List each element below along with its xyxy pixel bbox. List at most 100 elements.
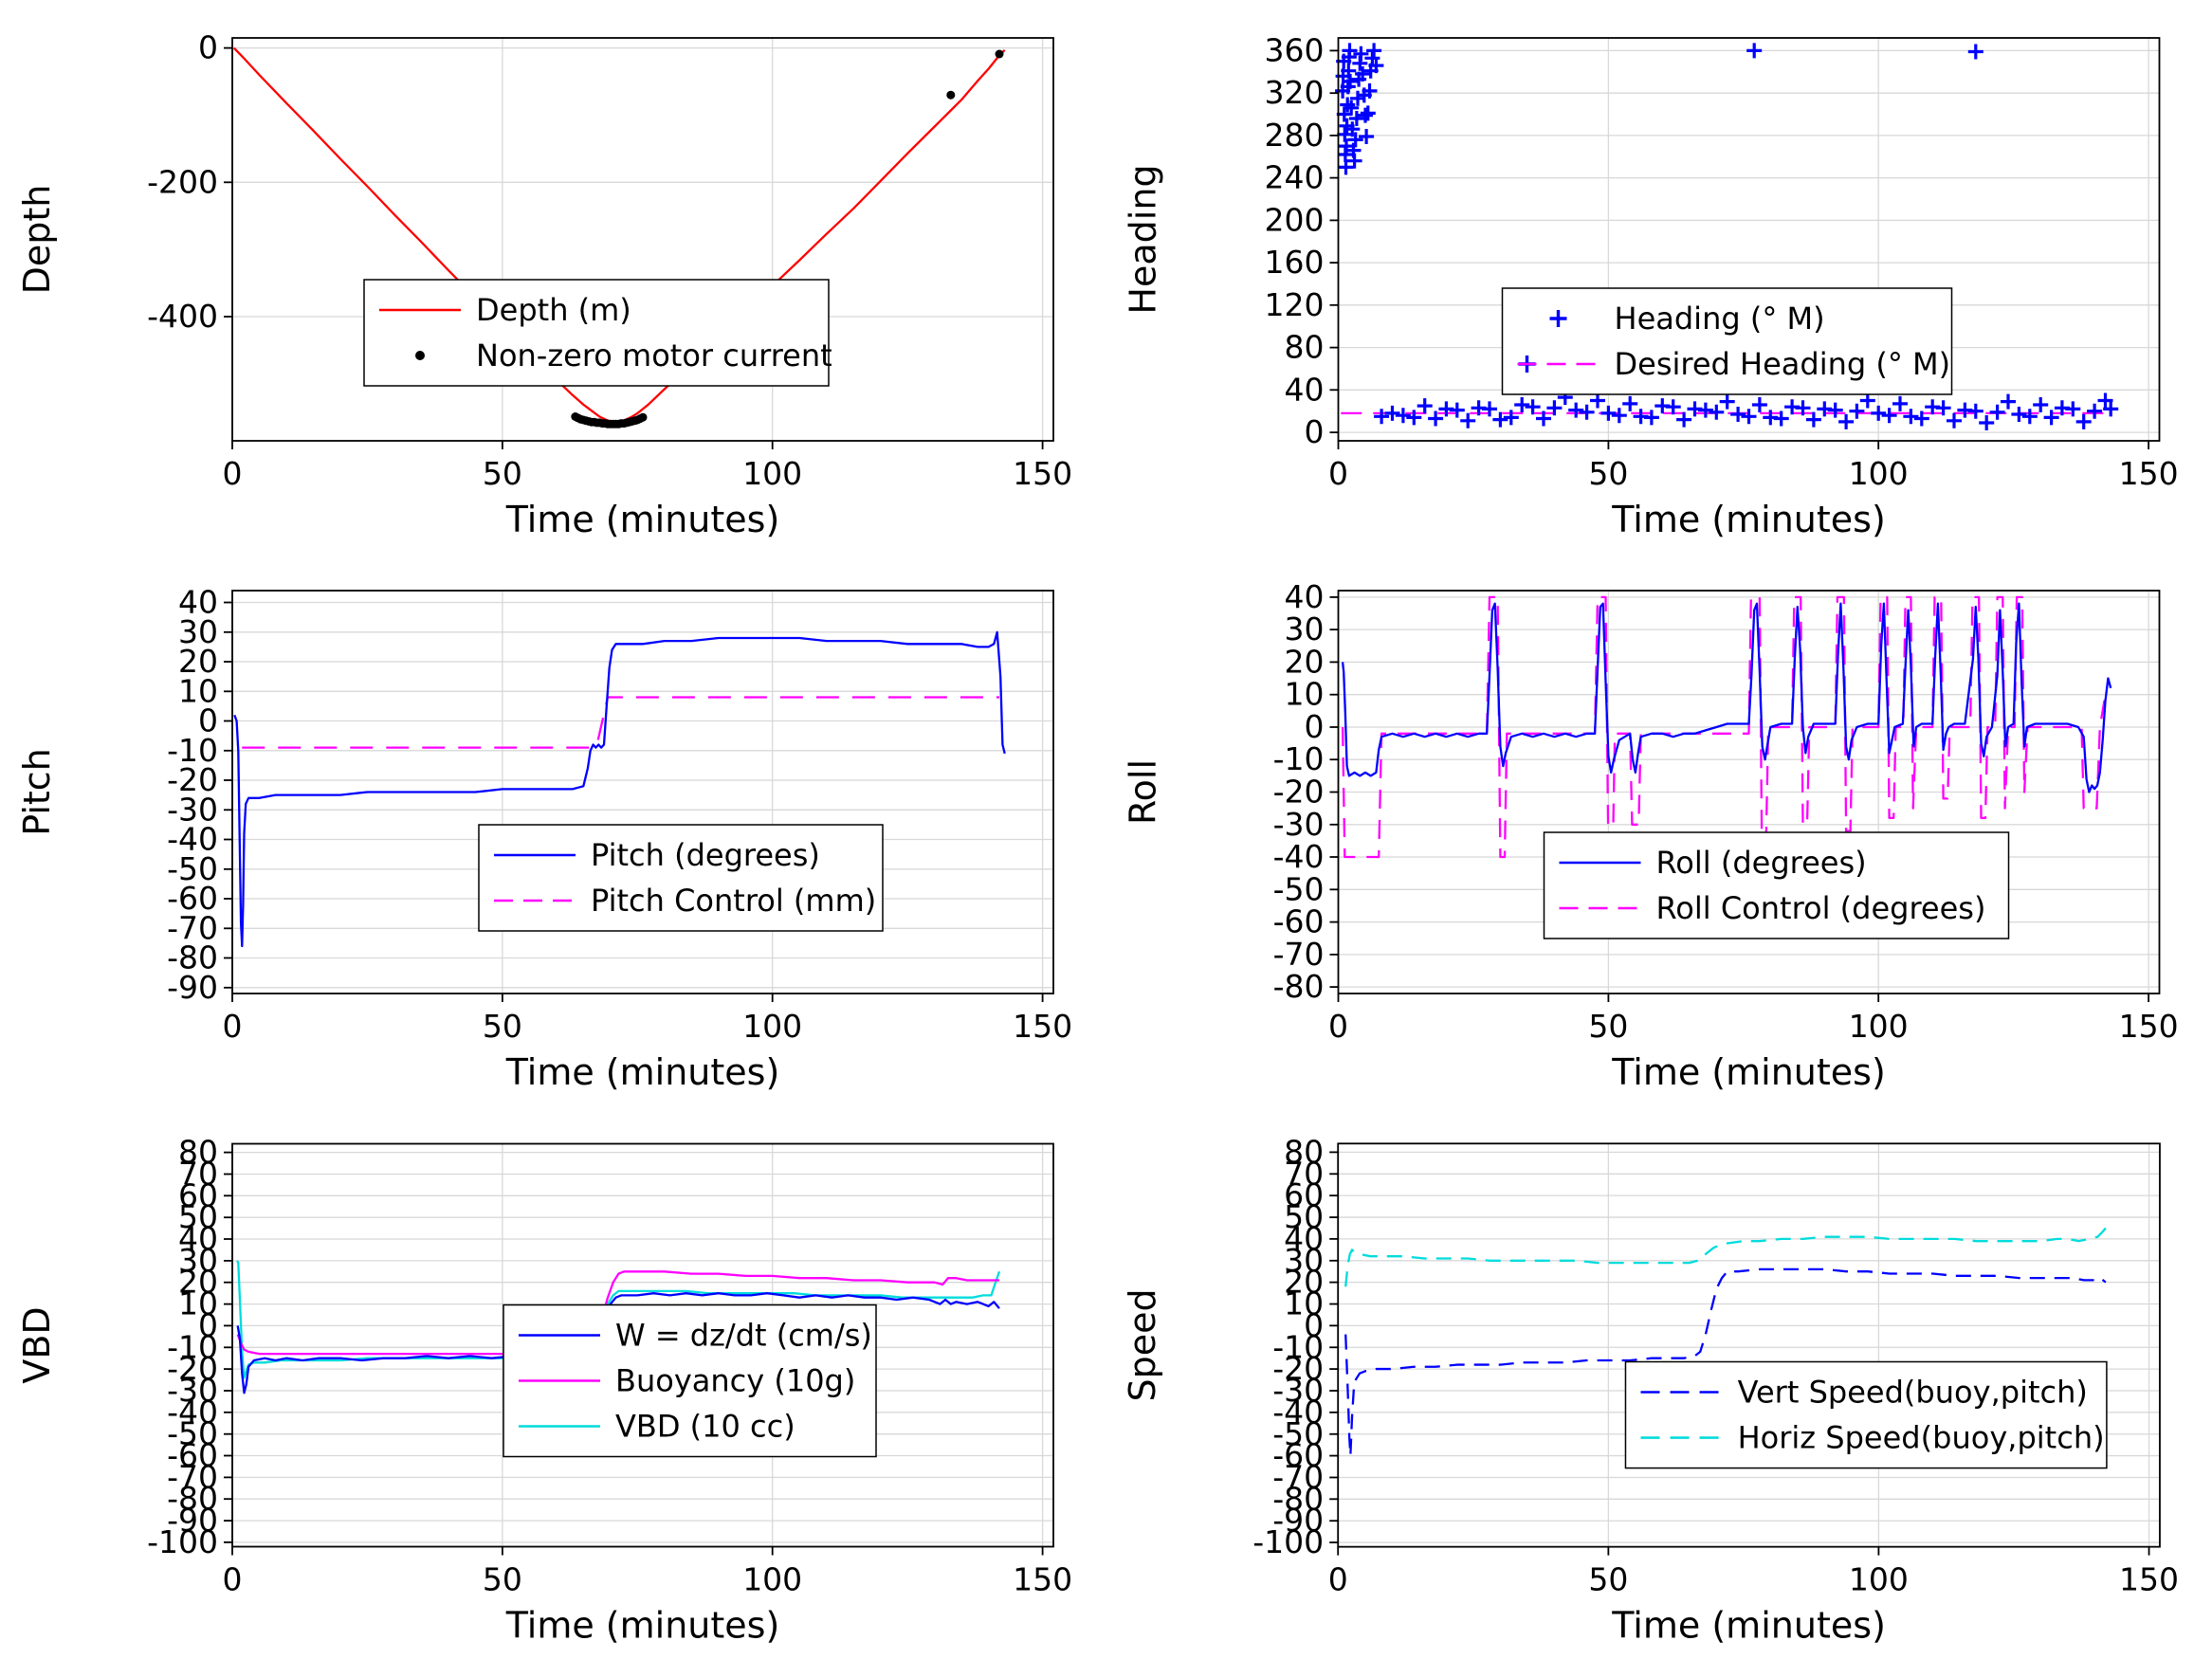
x-tick-label: 150 [2119, 1561, 2179, 1598]
x-tick-label: 100 [742, 1561, 802, 1598]
y-tick-label: 10 [178, 672, 218, 709]
y-tick-label: 20 [1284, 1264, 1324, 1301]
y-tick-label: -10 [1273, 740, 1325, 777]
x-tick-label: 50 [483, 1008, 522, 1045]
y-tick-label: 30 [178, 613, 218, 650]
x-axis-label: Time (minutes) [505, 1051, 780, 1093]
y-tick-label: 80 [1284, 1133, 1324, 1170]
y-tick-label: -90 [167, 969, 218, 1006]
vbd-chart-cell: 0 50 100 150 80 70 60 50 40 30 20 10 0 -10 -20 -30 -40 -5… [0, 1105, 1106, 1659]
y-tick-label: -20 [1272, 1350, 1324, 1387]
roll-chart-cell: 0 50 100 150 40 30 20 10 0 -10 -20 -30 -40 -50 -60 -70-… [1106, 553, 2212, 1105]
legend-label: W = dz/dt (cm/s) [615, 1318, 872, 1354]
legend-label: Heading (° M) [1615, 301, 1825, 337]
y-tick-label: 200 [1265, 201, 1325, 238]
y-tick-label: 60 [1284, 1176, 1324, 1213]
y-tick-label: 40 [1285, 578, 1325, 615]
y-tick-label: -30 [1273, 806, 1325, 843]
series-vert-speed-buoy-pitch [1344, 1267, 2107, 1457]
depth-chart-cell: 0 50 100 150 0 -200 -400 Time (minutes) Depth Dep… [0, 0, 1106, 553]
legend-label: Horiz Speed(buoy,pitch) [1738, 1420, 2105, 1456]
y-tick-label: 20 [1285, 643, 1325, 680]
y-tick-label: 0 [198, 29, 218, 66]
heading-chart: 0 50 100 150 0 40 80 120 160 200 240 280 320 360 Time … [1123, 31, 2179, 540]
heading-chart-cell: 0 50 100 150 0 40 80 120 160 200 240 280 320 360 Time … [1106, 0, 2212, 553]
y-tick-label: 70 [1284, 1155, 1324, 1192]
x-tick-label: 100 [742, 455, 802, 492]
y-tick-label: 20 [178, 643, 218, 680]
y-axis-label: Pitch [16, 748, 58, 836]
series-w-dz-dt-cm-s [236, 1292, 1000, 1395]
x-tick-label: 0 [223, 1008, 243, 1045]
vbd-chart: 0 50 100 15080706050403020100-10-20-30-40-5… [16, 1134, 1072, 1647]
y-tick-label: 320 [1265, 74, 1325, 111]
y-tick-label: -90 [1272, 1502, 1324, 1539]
legend-box [1624, 1360, 2108, 1469]
roll-chart: 0 50 100 150403020100-10-20-30-40-50-60-70-… [1123, 578, 2179, 1093]
y-tick-label: 0 [1304, 1306, 1324, 1343]
pitch-chart-cell: 0 50 100 150 40 30 20 10 0 -10 -20 -30 -40 -50 -60 -70-… [0, 553, 1106, 1105]
series-horiz-speed-buoy-pitch [1344, 1227, 2107, 1287]
y-tick-label: 0 [198, 702, 218, 739]
legend: Vert Speed(buoy,pitch) Horiz Speed(buoy,p… [1624, 1360, 2108, 1469]
y-tick-label: -80 [1272, 1480, 1324, 1517]
x-tick-label: 50 [1588, 1561, 1628, 1598]
y-tick-label: 10 [1285, 676, 1325, 713]
y-axis-label: Roll [1123, 759, 1164, 825]
y-tick-label: -40 [1272, 1394, 1324, 1431]
x-tick-label: 100 [1849, 1008, 1909, 1045]
legend-box [363, 279, 830, 387]
legend-box [478, 824, 884, 932]
pitch-chart: 0 50 100 150403020100-10-20-30-40-50-60-70-… [16, 584, 1072, 1094]
x-tick-label: 100 [742, 1008, 802, 1045]
depth-chart: 0 50 100 150 0 -200 -400 Time (minutes) Depth Dep… [16, 29, 1072, 540]
y-tick-label: -60 [167, 880, 218, 917]
y-tick-label: 10 [1284, 1285, 1324, 1322]
y-tick-label: -400 [147, 298, 218, 335]
y-tick-label: 60 [178, 1176, 218, 1213]
y-tick-label: -40 [167, 1394, 218, 1431]
x-tick-label: 0 [1328, 455, 1348, 492]
y-tick-label: -70 [1272, 1458, 1324, 1495]
y-tick-label: 0 [198, 1306, 218, 1343]
x-tick-label: 150 [1013, 1561, 1072, 1598]
y-tick-label: -20 [167, 1350, 218, 1387]
legend-label: Buoyancy (10g) [615, 1363, 855, 1399]
legend-label: Desired Heading (° M) [1615, 346, 1951, 382]
y-tick-label: 50 [178, 1198, 218, 1235]
y-axis-label: Speed [1122, 1288, 1163, 1401]
legend-plus-sample [1549, 310, 1567, 327]
series-non-zero-motor-current [571, 49, 1004, 428]
x-tick-label: 0 [223, 455, 243, 492]
y-tick-label: -50 [167, 1415, 218, 1452]
y-tick-label: -30 [167, 791, 218, 828]
y-tick-label: -90 [167, 1502, 218, 1539]
series-heading-m [1335, 43, 2119, 430]
series-pitch-degrees [233, 630, 1006, 948]
legend-label: Roll (degrees) [1656, 845, 1867, 881]
x-tick-label: 50 [1588, 1008, 1628, 1045]
legend-label: Pitch Control (mm) [591, 883, 876, 919]
y-tick-label: 40 [1285, 371, 1325, 408]
y-tick-label: 0 [1305, 708, 1325, 745]
x-tick-label: 0 [1328, 1561, 1348, 1598]
speed-chart: 0 50 100 15080706050403020100-10-20-30-40-5… [1122, 1133, 2179, 1646]
axes-frame [1337, 1142, 2161, 1548]
y-tick-label: 280 [1265, 117, 1325, 154]
series-pitch-control-mm [242, 696, 999, 749]
y-tick-label: -80 [1273, 968, 1325, 1005]
legend-label: Non-zero motor current [476, 337, 832, 374]
y-tick-label: -20 [167, 761, 218, 798]
x-axis-label: Time (minutes) [505, 1605, 780, 1647]
legend: Pitch (degrees) Pitch Control (mm) [478, 824, 884, 932]
legend: Roll (degrees) Roll Control (degrees) [1543, 831, 2010, 939]
y-tick-label: 240 [1265, 159, 1325, 196]
y-tick-label: -200 [147, 163, 218, 200]
y-tick-label: -70 [167, 1458, 218, 1495]
y-tick-label: -30 [1272, 1372, 1324, 1409]
y-tick-label: -50 [1272, 1415, 1324, 1452]
y-tick-label: 40 [1284, 1220, 1324, 1257]
legend: W = dz/dt (cm/s) Buoyancy (10g) VBD (10 cc… [503, 1304, 877, 1458]
legend: Heading (° M) Desired Heading (° M) [1501, 287, 1953, 395]
